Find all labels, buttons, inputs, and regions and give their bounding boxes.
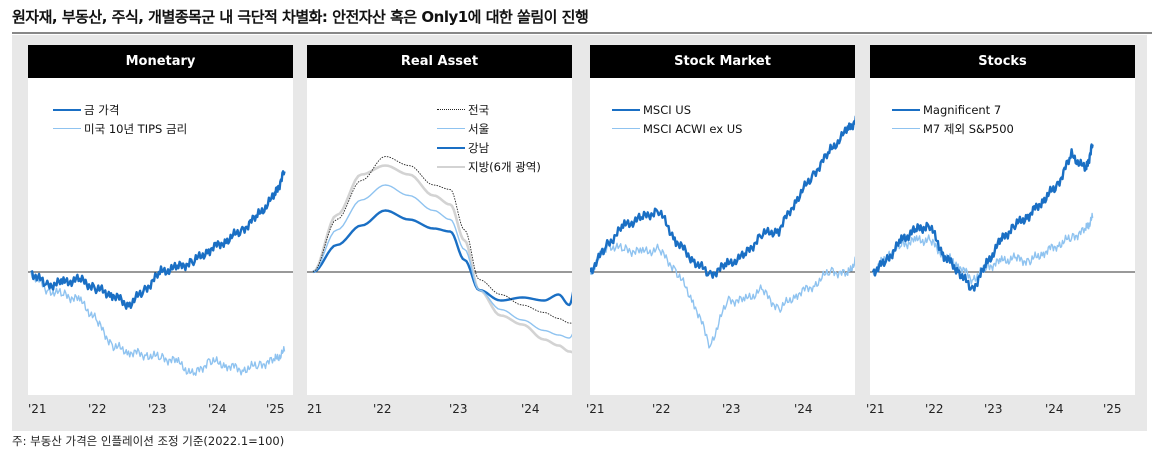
footnote: 주: 부동산 가격은 인플레이션 조정 기준(2022.1=100) [12,434,285,448]
legend-item: MSCI ACWI ex US [612,119,742,138]
legend-item: MSCI US [612,100,742,119]
x-tick-label: 21 [307,402,323,416]
legend-swatch [612,108,640,111]
legend-item: 강남 [437,138,541,157]
legend-swatch [53,108,81,111]
x-tick-label: '21 [866,402,885,416]
legend-label: MSCI US [643,102,692,117]
panel-title: Monetary [28,45,293,78]
legend-label: 서울 [468,121,490,136]
x-tick-label: '24 [208,402,227,416]
legend-swatch [437,146,465,149]
plot-area [28,170,293,376]
legend-label: MSCI ACWI ex US [643,121,743,136]
series-line-1 [590,242,855,349]
legend-swatch [437,165,465,168]
legend: MSCI US MSCI ACWI ex US [612,100,742,138]
legend: Magnificent 7 M7 제외 S&P500 [892,100,1014,138]
x-tick-label: '23 [984,402,1003,416]
series-line-1 [872,212,1094,285]
x-tick-label: '23 [722,402,741,416]
legend-item: 전국 [437,100,541,119]
series-line-3 [312,164,572,354]
x-tick-label: '24 [521,402,540,416]
x-tick-label: '22 [925,402,944,416]
legend-swatch [437,128,465,129]
x-tick-label: '21 [28,402,47,416]
x-tick-label: '22 [88,402,107,416]
legend-swatch [892,128,920,129]
legend-swatch [437,109,465,110]
legend-item: 지방(6개 광역) [437,157,541,176]
panel-title: Stock Market [590,45,855,78]
legend-item: 미국 10년 TIPS 금리 [53,119,187,138]
x-tick-label: '25 [266,402,285,416]
legend-label: 강남 [468,140,490,155]
page-title: 원자재, 부동산, 주식, 개별종목군 내 극단적 차별화: 안전자산 혹은 O… [12,8,589,26]
x-tick-label: '22 [373,402,392,416]
series-line-2 [312,209,572,307]
series-line-0 [30,170,286,310]
chart-panel-2: Stock Market MSCI US MSCI ACWI ex US [590,45,855,395]
legend-item: 서울 [437,119,541,138]
panel-title: Real Asset [307,45,572,78]
x-tick-label: '25 [1103,402,1122,416]
series-line-1 [312,184,572,339]
legend-label: M7 제외 S&P500 [923,121,1014,136]
plot-area [590,115,855,349]
x-tick-label: '23 [148,402,167,416]
legend-label: Magnificent 7 [923,102,1002,117]
x-tick-label: '23 [449,402,468,416]
panel-title: Stocks [870,45,1135,78]
legend-swatch [612,128,640,129]
x-tick-label: '24 [794,402,813,416]
legend-label: 전국 [468,102,490,117]
series-line-0 [312,156,572,324]
plot-area [307,156,572,354]
legend-label: 금 가격 [84,102,120,117]
series-line-0 [590,115,855,279]
legend-item: Magnificent 7 [892,100,1014,119]
chart-panel-3: Stocks Magnificent 7 M7 제외 S&P500 [870,45,1135,395]
x-tick-label: '22 [652,402,671,416]
series-line-0 [871,143,1094,292]
legend-swatch [892,108,920,111]
x-tick-label: '24 [1045,402,1064,416]
plot-area [870,143,1135,292]
series-line-1 [30,271,286,376]
legend-label: 지방(6개 광역) [468,159,541,174]
legend-swatch [53,128,81,129]
legend-label: 미국 10년 TIPS 금리 [84,121,188,136]
x-tick-label: '21 [586,402,605,416]
legend-item: M7 제외 S&P500 [892,119,1014,138]
title-divider [12,32,1152,34]
legend-item: 금 가격 [53,100,187,119]
